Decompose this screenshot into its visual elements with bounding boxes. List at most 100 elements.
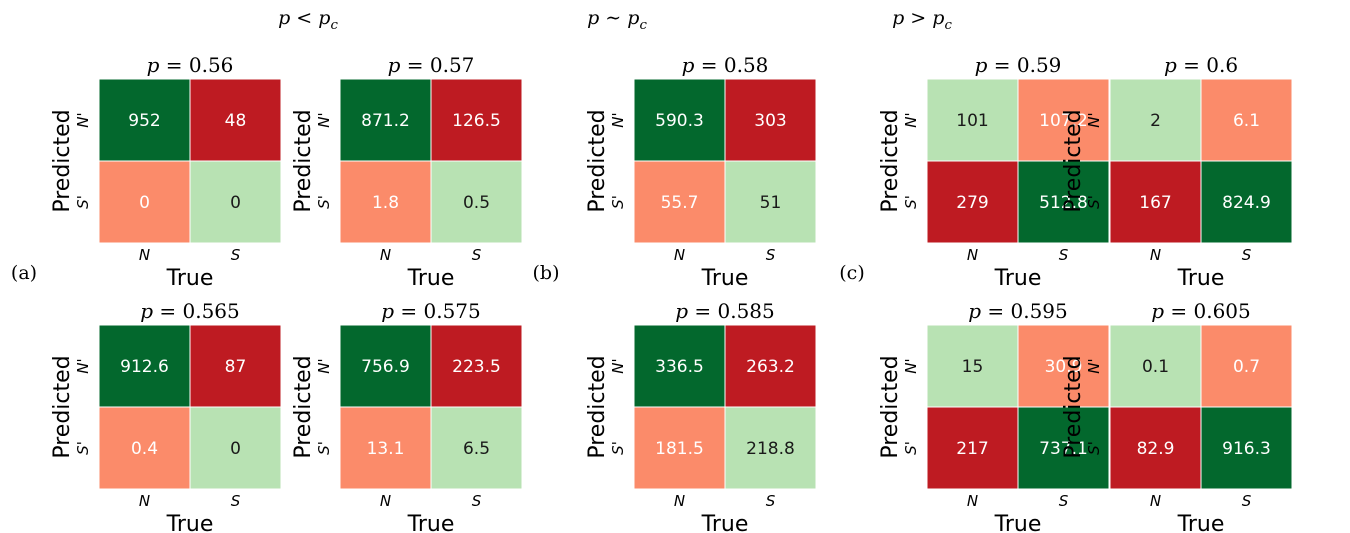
matrix-cell (339, 406, 432, 490)
cell-value: 107.2 (1039, 111, 1088, 131)
x-axis-label: True (407, 512, 455, 533)
y-tick-label: S' (609, 195, 627, 209)
x-tick-label: N (674, 492, 685, 510)
y-tick-label: S' (609, 441, 627, 455)
matrix-cell (1109, 406, 1202, 490)
y-tick-label: N' (902, 112, 920, 127)
panel-label-0: (a) (11, 262, 37, 284)
x-tick-label: N (967, 246, 978, 264)
matrix-cell (339, 78, 432, 162)
matrix-cell (926, 406, 1019, 490)
y-tick-label: N' (315, 358, 333, 373)
x-tick-label: S (231, 246, 241, 264)
cell-value: 279 (956, 193, 988, 213)
matrix-cell (189, 78, 282, 162)
cell-value: 101 (956, 111, 988, 131)
matrix-cell (926, 160, 1019, 244)
matrix-cell (1017, 324, 1110, 408)
matrix-cell (633, 324, 726, 408)
confusion-matrix-2: 590.3 303 55.7 51 N S N' S' True Predicted (585, 78, 817, 291)
cell-value: 336.5 (655, 357, 704, 377)
y-axis-label: Predicted (50, 109, 75, 212)
y-axis-label: Predicted (585, 109, 610, 212)
matrix-title: p = 0.595 (968, 299, 1068, 323)
cell-value: 126.5 (452, 111, 501, 131)
matrix-title: p = 0.59 (975, 53, 1062, 77)
x-tick-label: S (1242, 246, 1252, 264)
matrix-cell (1017, 406, 1110, 490)
matrix-cell (1109, 78, 1202, 162)
cell-value: 223.5 (452, 357, 501, 377)
matrix-cell (339, 324, 432, 408)
y-axis-label: Predicted (1061, 355, 1086, 458)
matrix-cell (724, 78, 817, 162)
confusion-matrix-7: 336.5 263.2 181.5 218.8 N S N' S' True Predicted (585, 324, 817, 533)
x-axis-label: True (407, 266, 455, 291)
matrix-title: p = 0.585 (675, 299, 775, 323)
y-tick-label: S' (74, 441, 92, 455)
group-header-2: p > pc (892, 7, 952, 33)
x-tick-label: S (472, 492, 482, 510)
y-axis-label: Predicted (585, 355, 610, 458)
matrix-cell (430, 160, 523, 244)
matrix-cell (1017, 160, 1110, 244)
cell-value: 912.6 (120, 357, 169, 377)
x-tick-label: S (231, 492, 241, 510)
y-tick-label: N' (74, 112, 92, 127)
cell-value: 756.9 (361, 357, 410, 377)
y-axis-label: Predicted (1061, 109, 1086, 212)
group-header-1: p ∼ pc (587, 7, 647, 33)
y-axis-label: Predicted (291, 109, 316, 212)
matrix-cell (98, 160, 191, 244)
confusion-matrix-9: 0.1 0.7 82.9 916.3 N S N' S' True Predicted (1061, 324, 1293, 533)
x-tick-label: N (1150, 246, 1161, 264)
y-axis-label: Predicted (50, 355, 75, 458)
y-tick-label: N' (609, 358, 627, 373)
matrix-cell (430, 324, 523, 408)
x-tick-label: N (1150, 492, 1161, 510)
y-tick-label: S' (1085, 441, 1103, 455)
matrix-cell (724, 160, 817, 244)
matrix-title: p = 0.57 (388, 53, 475, 77)
panel-label-1: (b) (533, 262, 560, 284)
y-axis-label: Predicted (291, 355, 316, 458)
cell-value: 0.1 (1142, 357, 1169, 377)
cell-value: 0.4 (131, 439, 158, 459)
x-axis-label: True (166, 266, 214, 291)
cell-value: 6.1 (1233, 111, 1260, 131)
y-tick-label: N' (1085, 112, 1103, 127)
matrix-title: p = 0.575 (381, 299, 481, 323)
matrix-cell (189, 160, 282, 244)
cell-value: 13.1 (367, 439, 405, 459)
matrix-cell (98, 406, 191, 490)
confusion-matrix-4: 2 6.1 167 824.9 N S N' S' True Predicted (1061, 78, 1293, 291)
matrix-title: p = 0.58 (682, 53, 769, 77)
matrix-title: p = 0.605 (1151, 299, 1251, 323)
y-tick-label: N' (609, 112, 627, 127)
cell-value: 512.8 (1039, 193, 1088, 213)
group-header-0: p < pc (278, 7, 338, 33)
cell-value: 952 (128, 111, 160, 131)
cell-value: 55.7 (661, 193, 699, 213)
confusion-matrix-1: 871.2 126.5 1.8 0.5 N S N' S' True Predicted (291, 78, 523, 291)
x-tick-label: N (139, 246, 150, 264)
y-axis-label: Predicted (878, 109, 903, 212)
x-tick-label: S (472, 246, 482, 264)
cell-value: 916.3 (1222, 439, 1271, 459)
cell-value: 0 (230, 193, 241, 213)
matrix-cell (339, 160, 432, 244)
matrix-cell (1017, 78, 1110, 162)
cell-value: 590.3 (655, 111, 704, 131)
confusion-matrix-0: 952 48 0 0 N S N' S' True Predicted (50, 78, 282, 291)
x-axis-label: True (994, 266, 1042, 291)
matrix-cell (724, 406, 817, 490)
cell-value: 0 (139, 193, 150, 213)
matrix-title: p = 0.56 (147, 53, 234, 77)
x-tick-label: N (967, 492, 978, 510)
matrix-title: p = 0.6 (1164, 53, 1238, 77)
matrix-cell (1200, 160, 1293, 244)
cell-value: 218.8 (746, 439, 795, 459)
x-axis-label: True (1177, 512, 1225, 533)
matrix-title: p = 0.565 (140, 299, 240, 323)
cell-value: 0.5 (463, 193, 490, 213)
